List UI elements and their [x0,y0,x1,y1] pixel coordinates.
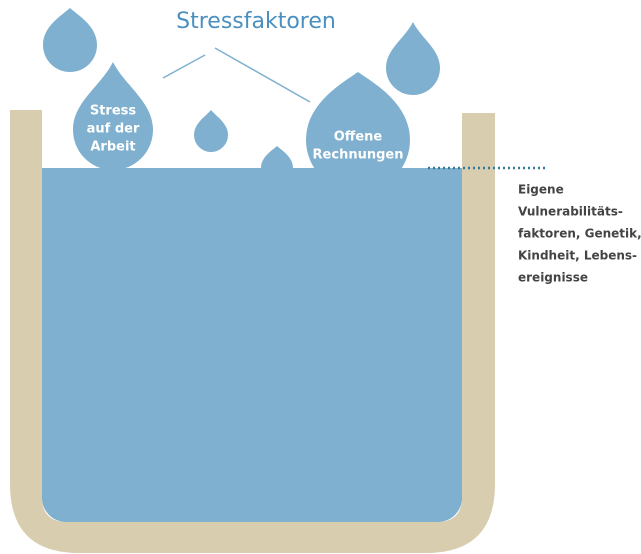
annotation-line: faktoren, Genetik, [518,227,641,241]
stress-bucket-diagram: Stressfaktoren Stress auf der Arbeit Offene… [0,0,641,554]
drop-label: Offene [334,130,383,145]
title: Stressfaktoren [176,9,336,34]
drop-label: Stress [90,104,137,119]
annotation-line: Vulnerabilitäts- [518,205,623,219]
drop-label: Arbeit [90,140,135,155]
drops [43,8,440,192]
connector [163,55,205,78]
water-top [42,168,462,198]
drop-label: Rechnungen [313,148,404,163]
annotation-line: Kindheit, Lebens- [518,249,637,263]
drop-label: auf der [87,122,140,137]
annotation-line: ereignisse [518,271,588,285]
connector [215,48,310,102]
drop [386,22,440,95]
water [42,168,462,522]
annotation-line: Eigene [518,183,564,197]
drop [43,8,97,72]
drop [194,110,228,152]
